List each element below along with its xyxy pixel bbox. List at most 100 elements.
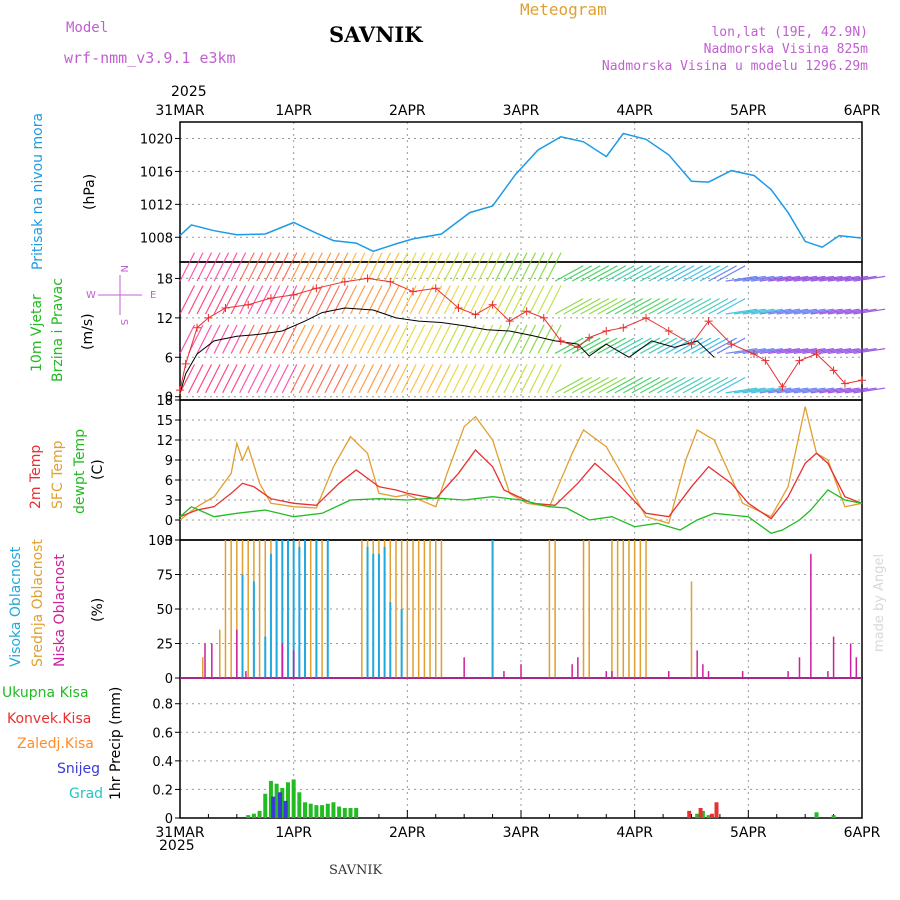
- cloud-high-bar: [252, 581, 255, 678]
- cloud-high-bar: [389, 602, 392, 678]
- wind-barb: [580, 298, 610, 315]
- wind-barb: [699, 265, 729, 282]
- legend-conv-rain: Konvek.Kisa: [7, 711, 92, 727]
- wind-barb: [614, 376, 644, 394]
- wind-barb: [290, 364, 306, 394]
- wind-barb: [563, 376, 592, 394]
- wind-gust-marker: [750, 350, 759, 358]
- precip-total-bar: [348, 808, 353, 818]
- cloud-high-bar: [264, 636, 267, 678]
- cloud-low-bar: [292, 650, 295, 678]
- wind-barb: [640, 298, 669, 315]
- wind-barb: [426, 324, 443, 354]
- wind-barb: [631, 376, 661, 394]
- wind-barb: [213, 364, 230, 394]
- wind-barb: [844, 387, 877, 394]
- wind-barb: [793, 275, 826, 282]
- precip-total-bar: [251, 813, 256, 818]
- wind-barb: [511, 285, 528, 315]
- precip-total-bar: [342, 808, 347, 818]
- precip-conv-bar: [714, 802, 719, 818]
- wind-barb: [674, 298, 703, 315]
- cloud-mid-bar: [423, 540, 426, 678]
- wind-gust-marker: [840, 379, 849, 388]
- model-altitude-label: Nadmorska Visina u modelu 1296.29m: [601, 59, 868, 74]
- wind-gust-marker: [409, 287, 418, 296]
- cloud-mid-bar: [395, 540, 397, 678]
- wind-barb: [665, 265, 695, 282]
- wind-barb: [665, 376, 695, 394]
- wind-barb: [605, 376, 635, 394]
- wind-barb: [392, 364, 409, 394]
- wind-barb: [452, 324, 468, 354]
- wind-barb: [315, 285, 332, 315]
- y-tick-label: 1012: [140, 198, 173, 213]
- wind-barb: [571, 265, 601, 282]
- wind-barb: [716, 298, 746, 315]
- wind-barb: [554, 265, 584, 282]
- cloud-mid-bar: [639, 540, 642, 678]
- cloud-low-bar: [702, 664, 704, 678]
- wind-barb: [332, 364, 349, 394]
- wind-gust-marker: [340, 277, 349, 286]
- cloud-mid-bar: [440, 540, 443, 678]
- cloud-mid-bar: [633, 540, 636, 678]
- wind-barb: [682, 265, 712, 282]
- wind-barb: [247, 364, 264, 394]
- wind-gust-marker: [312, 284, 321, 293]
- wind-gust-marker: [795, 356, 804, 365]
- precip-total-bar: [354, 808, 359, 818]
- wind-barb: [264, 252, 281, 282]
- wind-barb: [418, 364, 434, 394]
- wind-barb: [853, 275, 886, 282]
- wind-gust-marker: [858, 376, 866, 385]
- wind-barb: [691, 265, 720, 282]
- wind-barb: [401, 324, 417, 354]
- y-tick-label: 0: [165, 672, 173, 687]
- wind-barb: [588, 376, 618, 394]
- wind-barb: [648, 337, 678, 354]
- wind-barb: [239, 252, 255, 282]
- wind-barb: [375, 364, 392, 394]
- wind-barb: [571, 337, 601, 354]
- wind-barb: [836, 308, 869, 315]
- wind-barb: [230, 252, 247, 282]
- wind-barb: [827, 348, 860, 355]
- pressure-line: [179, 132, 863, 253]
- wind-barb: [358, 252, 375, 282]
- wind-barb: [674, 337, 703, 354]
- cloud-mid-bar: [628, 540, 630, 678]
- cloud-high-bar: [269, 553, 272, 678]
- cloud-mid-bar: [435, 540, 437, 678]
- wind-barb: [751, 275, 783, 282]
- wind-barb: [768, 308, 800, 315]
- wind-barb: [716, 376, 746, 394]
- wind-gust-marker: [176, 386, 184, 395]
- cloud-mid-bar: [201, 657, 204, 678]
- wind-barb: [768, 387, 800, 394]
- cloud-low-bar: [236, 629, 238, 678]
- wind-barb: [528, 324, 545, 354]
- wind-barb: [452, 285, 468, 315]
- precip-total-bar: [268, 780, 273, 818]
- wind-gust-marker: [454, 304, 463, 312]
- precip-conv-bar: [698, 808, 703, 818]
- precip-total-bar: [314, 805, 319, 818]
- wind-barb: [819, 387, 852, 394]
- wind-barb: [605, 265, 635, 282]
- y-tick-label: 0.4: [152, 755, 173, 770]
- wind-barb: [759, 275, 792, 282]
- wind-barb: [708, 265, 737, 282]
- cloud-low-bar: [605, 671, 607, 678]
- top-time-label: 1APR: [275, 103, 312, 119]
- wind-barb: [691, 337, 720, 354]
- cloud-low-bar: [787, 671, 789, 678]
- cloud-low-bar: [855, 657, 858, 678]
- wind-barb: [205, 364, 221, 394]
- station-title: SAVNIK: [329, 22, 423, 47]
- wind-barb: [409, 364, 426, 394]
- wind-barb: [494, 324, 511, 354]
- wind-barb: [273, 285, 289, 315]
- wind-barb: [315, 324, 332, 354]
